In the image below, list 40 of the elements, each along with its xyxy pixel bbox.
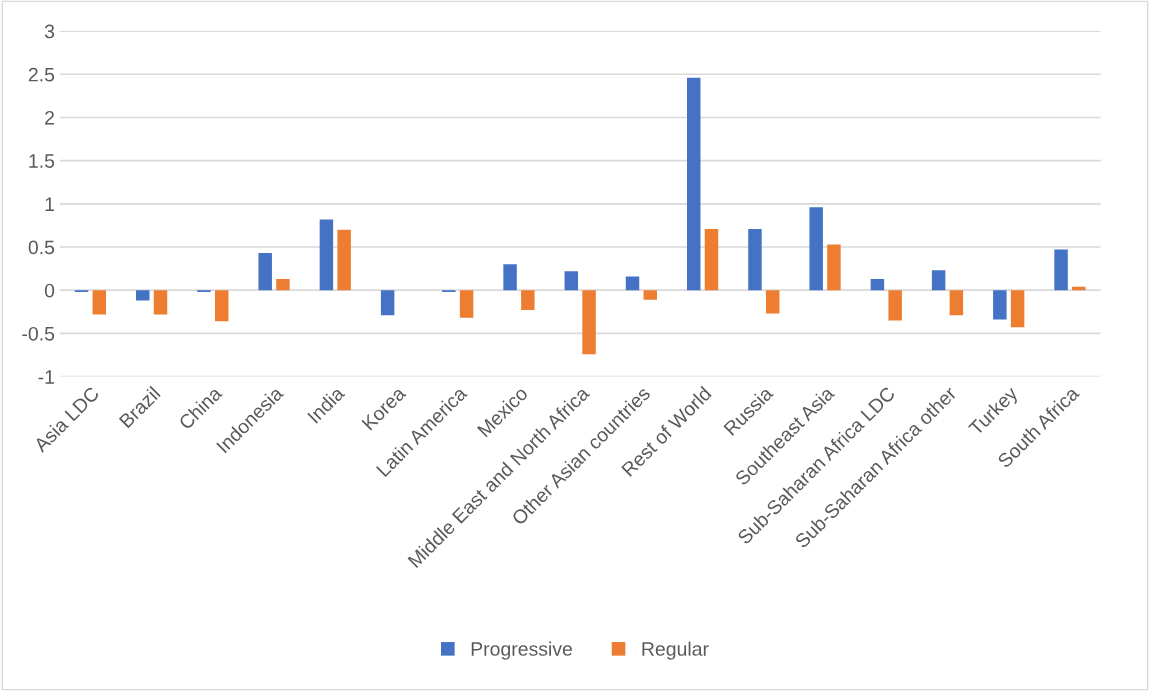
bar bbox=[931, 270, 946, 291]
bar bbox=[704, 228, 719, 291]
y-tick-label: 1 bbox=[45, 197, 54, 211]
legend-label: Progressive bbox=[471, 641, 572, 660]
bar bbox=[748, 228, 762, 291]
bar bbox=[258, 253, 272, 291]
y-tick-label: 0.5 bbox=[28, 240, 55, 255]
bar bbox=[888, 290, 902, 321]
bar bbox=[625, 276, 640, 291]
y-tick-label: 2.5 bbox=[28, 67, 55, 82]
bar bbox=[949, 290, 964, 316]
y-tick-label: 1.5 bbox=[29, 154, 55, 168]
bar bbox=[459, 290, 474, 318]
bar bbox=[214, 290, 229, 322]
legend-label: Regular bbox=[642, 641, 709, 660]
bar bbox=[582, 290, 596, 355]
bar bbox=[92, 290, 107, 315]
bar bbox=[276, 278, 290, 291]
bar bbox=[827, 244, 841, 291]
bar bbox=[136, 290, 150, 301]
bar bbox=[319, 219, 334, 291]
bar bbox=[337, 229, 351, 291]
bar bbox=[687, 77, 701, 291]
bar bbox=[1054, 249, 1068, 291]
bar bbox=[993, 290, 1007, 320]
bar bbox=[765, 290, 780, 314]
bar bbox=[564, 271, 579, 291]
bar bbox=[643, 290, 658, 300]
y-tick-label: -1 bbox=[38, 370, 54, 384]
bar bbox=[809, 207, 823, 291]
y-tick-label: 3 bbox=[44, 24, 55, 39]
y-tick-label: -0.5 bbox=[22, 326, 55, 341]
bar bbox=[153, 290, 168, 315]
bar bbox=[1010, 290, 1025, 328]
bar bbox=[521, 290, 535, 311]
y-tick-label: 2 bbox=[45, 110, 54, 125]
y-tick-label: 0 bbox=[44, 283, 55, 298]
bar bbox=[503, 264, 517, 291]
bar bbox=[870, 278, 885, 291]
bar bbox=[380, 290, 395, 316]
